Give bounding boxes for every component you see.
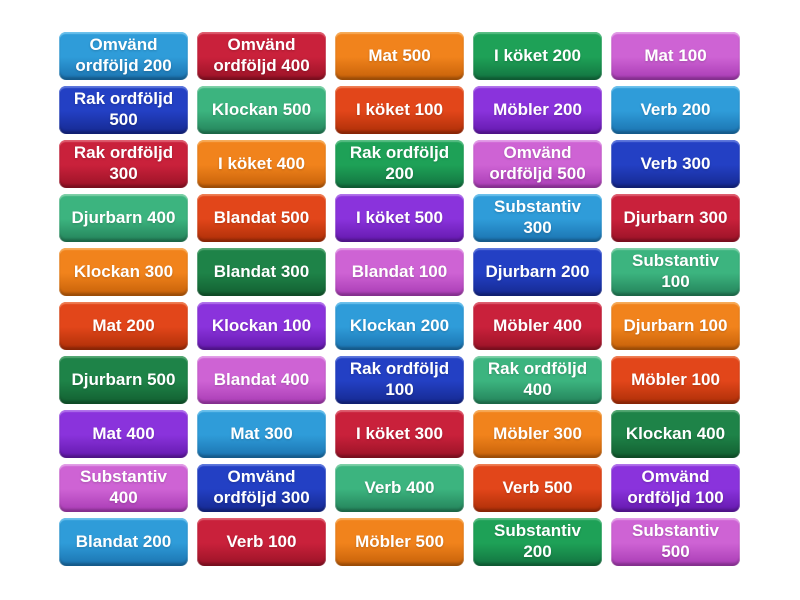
tile-djurbarn-400[interactable]: Djurbarn 400: [59, 194, 188, 242]
tile-i-koket-200[interactable]: I köket 200: [473, 32, 602, 80]
tile-verb-100[interactable]: Verb 100: [197, 518, 326, 566]
tile-omvand-ordfoljd-300[interactable]: Omvänd ordföljd 300: [197, 464, 326, 512]
tile-mat-200[interactable]: Mat 200: [59, 302, 188, 350]
tile-rak-ordfoljd-100[interactable]: Rak ordföljd 100: [335, 356, 464, 404]
tile-i-koket-400[interactable]: I köket 400: [197, 140, 326, 188]
tile-i-koket-500[interactable]: I köket 500: [335, 194, 464, 242]
tile-omvand-ordfoljd-100[interactable]: Omvänd ordföljd 100: [611, 464, 740, 512]
tile-omvand-ordfoljd-500[interactable]: Omvänd ordföljd 500: [473, 140, 602, 188]
tile-klockan-200[interactable]: Klockan 200: [335, 302, 464, 350]
tile-substantiv-100[interactable]: Substantiv 100: [611, 248, 740, 296]
tile-i-koket-300[interactable]: I köket 300: [335, 410, 464, 458]
tile-rak-ordfoljd-200[interactable]: Rak ordföljd 200: [335, 140, 464, 188]
tile-substantiv-500[interactable]: Substantiv 500: [611, 518, 740, 566]
tile-verb-300[interactable]: Verb 300: [611, 140, 740, 188]
tile-rak-ordfoljd-500[interactable]: Rak ordföljd 500: [59, 86, 188, 134]
tile-klockan-300[interactable]: Klockan 300: [59, 248, 188, 296]
tile-mat-300[interactable]: Mat 300: [197, 410, 326, 458]
tile-klockan-400[interactable]: Klockan 400: [611, 410, 740, 458]
tile-djurbarn-300[interactable]: Djurbarn 300: [611, 194, 740, 242]
tile-i-koket-100[interactable]: I köket 100: [335, 86, 464, 134]
tile-substantiv-300[interactable]: Substantiv 300: [473, 194, 602, 242]
tile-mobler-200[interactable]: Möbler 200: [473, 86, 602, 134]
tile-substantiv-200[interactable]: Substantiv 200: [473, 518, 602, 566]
tile-mobler-500[interactable]: Möbler 500: [335, 518, 464, 566]
tile-mat-400[interactable]: Mat 400: [59, 410, 188, 458]
tile-substantiv-400[interactable]: Substantiv 400: [59, 464, 188, 512]
tile-mobler-300[interactable]: Möbler 300: [473, 410, 602, 458]
tile-omvand-ordfoljd-400[interactable]: Omvänd ordföljd 400: [197, 32, 326, 80]
tile-blandat-200[interactable]: Blandat 200: [59, 518, 188, 566]
tile-verb-200[interactable]: Verb 200: [611, 86, 740, 134]
tile-blandat-300[interactable]: Blandat 300: [197, 248, 326, 296]
tile-rak-ordfoljd-300[interactable]: Rak ordföljd 300: [59, 140, 188, 188]
game-board: Omvänd ordföljd 200 Omvänd ordföljd 400 …: [59, 32, 740, 566]
tile-mat-100[interactable]: Mat 100: [611, 32, 740, 80]
tile-klockan-100[interactable]: Klockan 100: [197, 302, 326, 350]
tile-verb-500[interactable]: Verb 500: [473, 464, 602, 512]
tile-blandat-400[interactable]: Blandat 400: [197, 356, 326, 404]
tile-djurbarn-500[interactable]: Djurbarn 500: [59, 356, 188, 404]
tile-mat-500[interactable]: Mat 500: [335, 32, 464, 80]
tile-mobler-100[interactable]: Möbler 100: [611, 356, 740, 404]
tile-djurbarn-200[interactable]: Djurbarn 200: [473, 248, 602, 296]
tile-rak-ordfoljd-400[interactable]: Rak ordföljd 400: [473, 356, 602, 404]
tile-verb-400[interactable]: Verb 400: [335, 464, 464, 512]
tile-blandat-100[interactable]: Blandat 100: [335, 248, 464, 296]
tile-mobler-400[interactable]: Möbler 400: [473, 302, 602, 350]
tile-blandat-500[interactable]: Blandat 500: [197, 194, 326, 242]
tile-omvand-ordfoljd-200[interactable]: Omvänd ordföljd 200: [59, 32, 188, 80]
tile-djurbarn-100[interactable]: Djurbarn 100: [611, 302, 740, 350]
tile-klockan-500[interactable]: Klockan 500: [197, 86, 326, 134]
